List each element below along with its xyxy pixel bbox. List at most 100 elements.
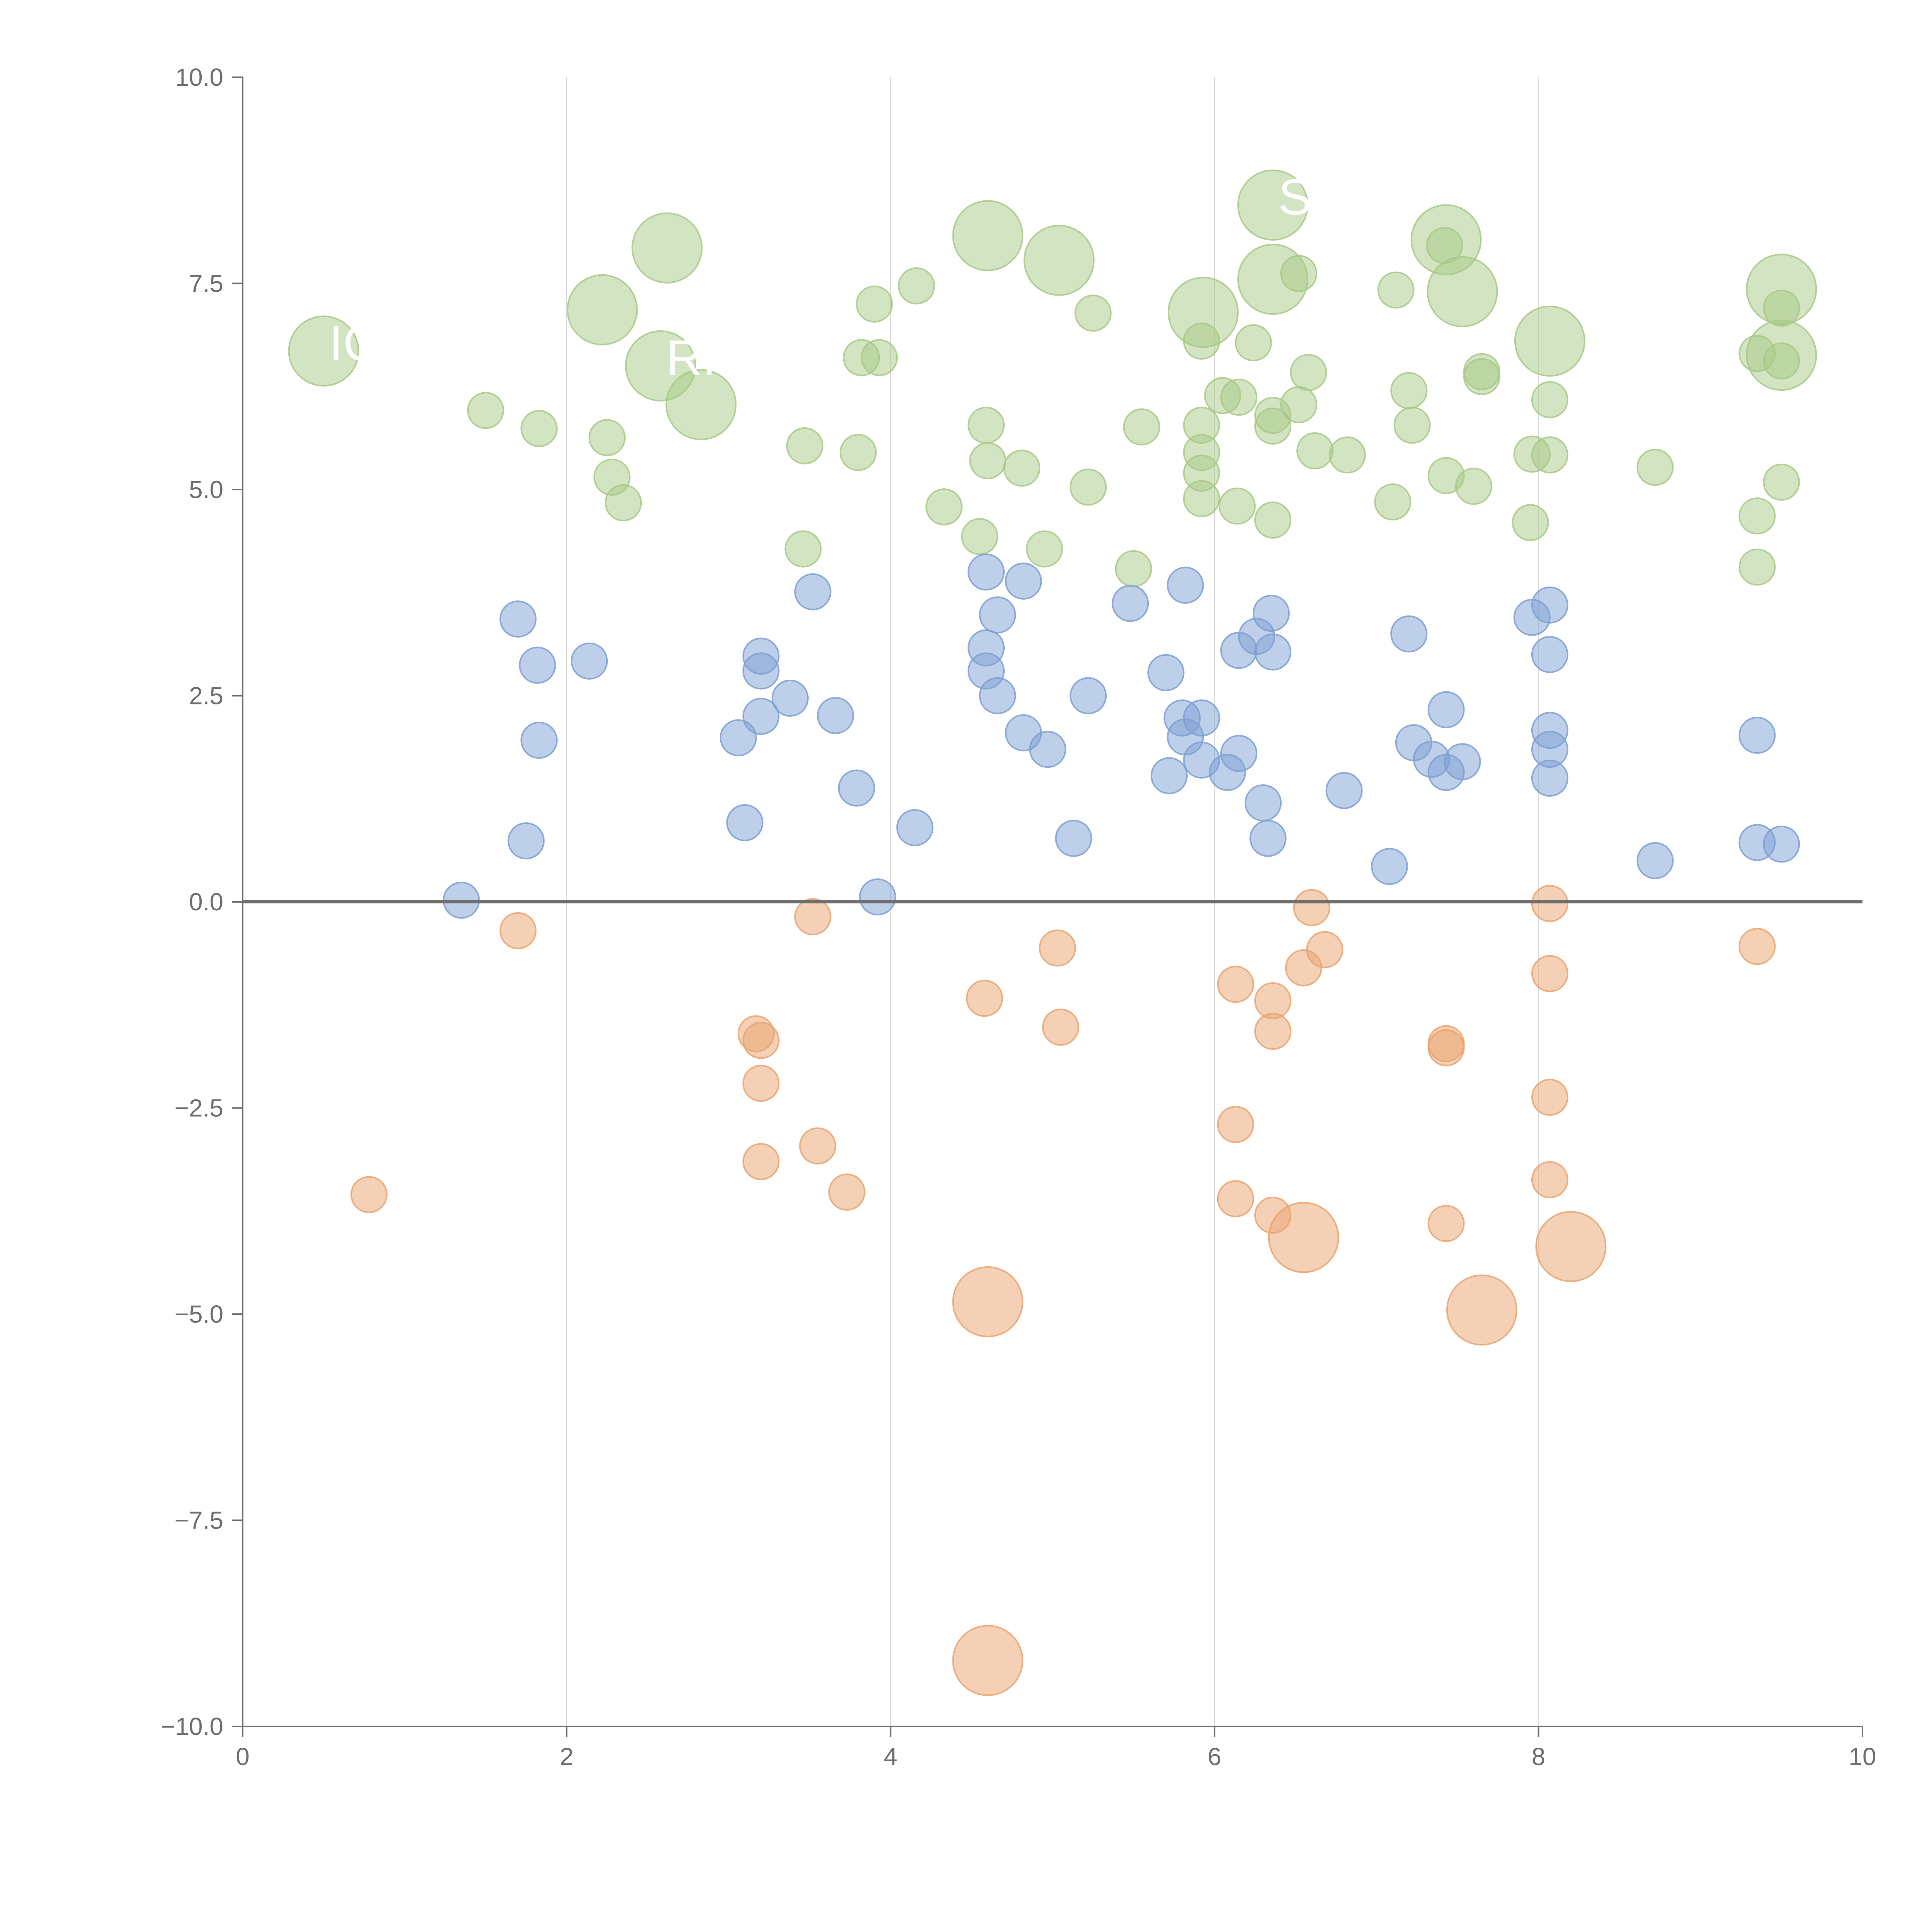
green-point-26 [898,267,935,304]
blue-point-52 [1531,586,1568,624]
blue-point-10 [742,697,780,735]
orange-point-1 [499,912,537,949]
green-point-15 [467,392,504,429]
orange-point-11 [952,1625,1024,1696]
orange-point-3 [742,1022,780,1059]
green-point-29 [968,406,1005,444]
green-point-25 [861,339,898,376]
orange-point-21 [1293,889,1330,926]
y-tick-label: −5.0 [175,1300,223,1328]
green-point-0 [288,315,359,387]
y-tick-label: −10.0 [161,1713,223,1740]
orange-point-25 [1427,1029,1465,1066]
blue-point-60 [1763,825,1800,863]
blue-point-12 [794,573,832,611]
orange-point-7 [799,1127,837,1165]
blue-point-39 [1244,784,1282,821]
blue-point-7 [726,804,764,842]
y-tick-label: 2.5 [189,682,223,710]
orange-point-12 [1039,929,1076,967]
green-point-62 [1463,358,1500,395]
orange-point-33 [1738,928,1776,965]
orange-point-5 [742,1143,780,1180]
green-point-12 [1514,305,1585,377]
green-point-23 [855,285,893,323]
green-point-33 [1074,294,1112,332]
orange-point-30 [1531,1078,1568,1116]
orange-point-32 [1535,1211,1607,1282]
blue-point-4 [507,822,545,860]
x-tick-label: 2 [560,1743,574,1770]
green-point-60 [1455,468,1492,505]
green-point-55 [1390,372,1428,409]
green-point-71 [1763,289,1800,327]
green-point-73 [1763,463,1800,501]
orange-point-13 [1042,1009,1079,1046]
orange-point-0 [350,1176,388,1213]
green-point-47 [1254,407,1292,445]
orange-point-16 [1217,1180,1254,1218]
green-point-34 [1070,468,1107,506]
blue-point-27 [1112,585,1149,622]
green-point-51 [1290,354,1327,391]
blue-point-22 [1005,562,1042,600]
y-tick-label: −2.5 [175,1094,223,1122]
orange-point-31 [1531,1161,1568,1199]
blue-point-11 [771,679,809,717]
blue-point-25 [1055,820,1092,857]
blue-point-28 [1147,654,1185,691]
green-point-2 [631,212,703,284]
orange-point-18 [1254,1013,1292,1050]
green-point-58 [1426,227,1463,264]
blue-point-44 [1371,848,1408,885]
blue-point-13 [817,697,854,734]
green-point-67 [1636,449,1674,486]
blue-point-53 [1531,636,1568,673]
green-point-5 [952,200,1024,271]
point-labels: IC RI SK [329,169,1345,386]
green-point-70 [1738,548,1776,586]
blue-point-21 [979,677,1016,714]
green-point-35 [1115,550,1152,587]
y-tick-label: 7.5 [189,270,223,298]
blue-point-2 [519,646,556,684]
orange-point-26 [1427,1205,1465,1242]
y-tick-label: 10.0 [175,63,223,91]
green-point-32 [1026,530,1063,568]
green-point-1 [566,274,638,345]
orange-point-23 [1268,1202,1339,1273]
green-point-30 [969,442,1007,480]
orange-point-14 [1217,966,1254,1003]
orange-point-10 [952,1266,1024,1337]
blue-point-30 [1167,566,1204,604]
green-point-11 [1427,256,1498,327]
blue-point-6 [719,719,757,757]
blue-point-42 [1254,633,1292,671]
blue-point-5 [571,642,608,680]
green-point-4 [665,369,737,440]
x-tick-label: 0 [236,1743,250,1770]
blue-point-57 [1636,842,1674,879]
green-point-45 [1235,324,1272,362]
green-point-57 [1374,483,1412,521]
blue-point-15 [859,878,896,916]
green-point-28 [961,518,998,555]
orange-point-27 [1446,1274,1517,1346]
green-point-43 [1220,378,1258,416]
green-point-16 [520,410,558,447]
blue-point-0 [442,881,480,919]
green-point-66 [1531,436,1568,474]
green-point-6 [1023,224,1095,296]
x-tick-label: 8 [1532,1743,1546,1770]
green-point-21 [784,530,822,568]
y-tick-label: −7.5 [175,1507,223,1534]
green-point-36 [1123,408,1160,446]
orange-point-6 [794,898,832,935]
green-point-19 [605,484,642,522]
green-point-53 [1328,436,1366,474]
x-tick-label: 6 [1208,1743,1221,1770]
orange-point-4 [742,1065,780,1102]
green-point-20 [786,427,823,464]
blue-point-37 [1220,735,1258,772]
